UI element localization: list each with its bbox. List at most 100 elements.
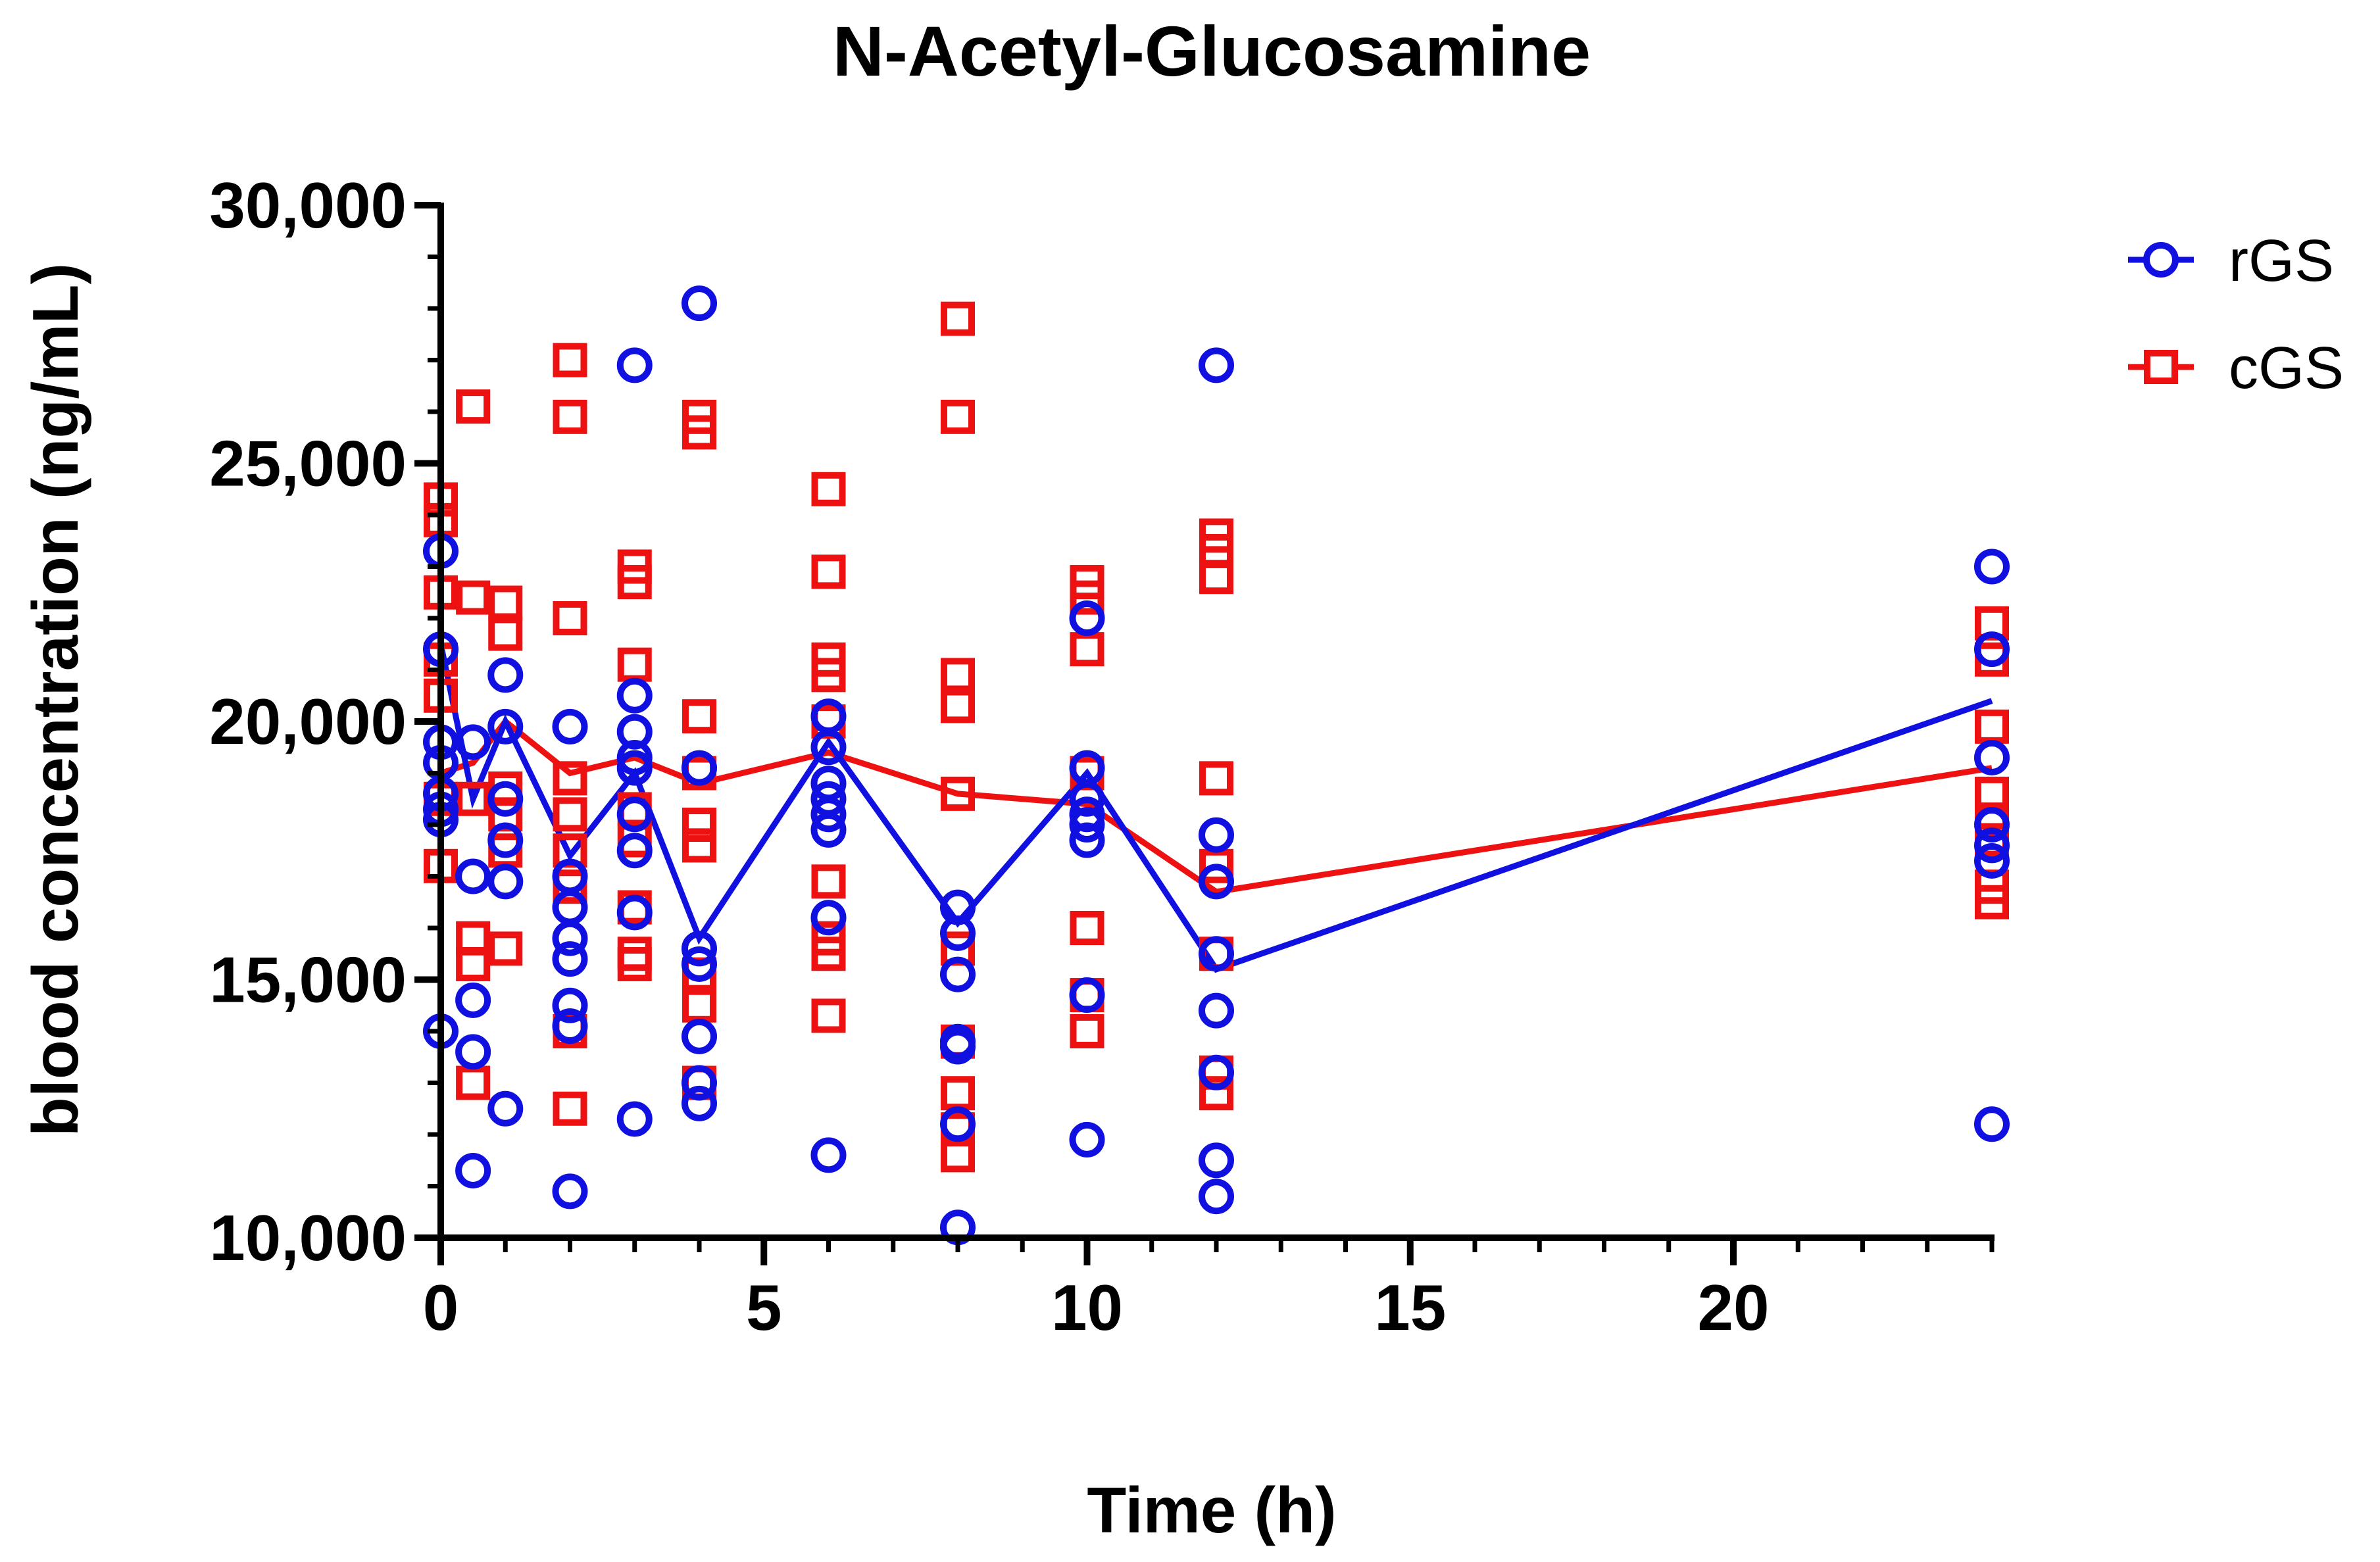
y-tick-label-3: 25,000 xyxy=(209,427,407,500)
rGS-point-8 xyxy=(455,724,491,760)
cGS-point-21 xyxy=(553,601,587,635)
rGS-point-25 xyxy=(552,1008,588,1044)
rGS-point-58 xyxy=(1069,600,1105,636)
cGS-point-68 xyxy=(1070,911,1104,945)
rGS-point-15 xyxy=(487,781,524,817)
cGS-point-74 xyxy=(1199,761,1233,796)
rGS-point-72 xyxy=(1199,1142,1234,1179)
rGS-point-79 xyxy=(1974,842,2010,879)
rGS-point-27 xyxy=(616,347,653,383)
rGS-point-10 xyxy=(455,982,491,1018)
mean-lines xyxy=(437,643,1993,973)
cGS-point-37 xyxy=(682,415,716,450)
cGS-point-18 xyxy=(488,931,523,966)
data-markers xyxy=(423,285,2010,1246)
rGS-point-12 xyxy=(455,1152,491,1188)
cGS-point-57 xyxy=(941,689,975,723)
cGS-point-34 xyxy=(617,937,652,971)
cGS-point-19 xyxy=(553,343,587,378)
rGS-point-22 xyxy=(552,920,588,956)
y-tick-label-0: 10,000 xyxy=(209,1202,407,1274)
legend-marker-rGS xyxy=(2143,242,2179,278)
rGS-point-18 xyxy=(487,1090,524,1127)
rGS-point-44 xyxy=(810,729,847,766)
x-tick-label-3: 15 xyxy=(1374,1271,1446,1344)
rGS-point-19 xyxy=(552,708,588,744)
cGS-point-48 xyxy=(811,658,846,693)
cGS-point-53 xyxy=(811,998,846,1033)
rGS-point-33 xyxy=(616,833,653,869)
cGS-point-56 xyxy=(941,658,975,693)
rGS-point-28 xyxy=(616,677,653,714)
cGS-point-22 xyxy=(553,761,587,796)
cGS-point-29 xyxy=(617,565,652,600)
cGS-point-66 xyxy=(1070,632,1104,667)
series-cGS-markers xyxy=(424,301,2009,1173)
rGS-point-23 xyxy=(552,941,588,977)
rGS-point-39 xyxy=(682,946,717,982)
rGS-point-75 xyxy=(1974,631,2010,668)
rGS-point-76 xyxy=(1974,739,2010,775)
cGS-point-86 xyxy=(1975,885,2009,919)
x-tick-label-4: 20 xyxy=(1697,1271,1769,1344)
cGS-point-14 xyxy=(488,616,523,651)
rGS-point-11 xyxy=(455,1034,491,1070)
y-tick-label-4: 30,000 xyxy=(209,169,407,241)
rGS-point-56 xyxy=(940,1106,976,1142)
cGS-point-78 xyxy=(1199,1076,1233,1111)
rGS-point-14 xyxy=(487,708,524,744)
cGS-point-54 xyxy=(941,301,975,336)
cGS-point-35 xyxy=(617,946,652,981)
cGS-point-81 xyxy=(1975,709,2009,744)
x-tick-label-2: 10 xyxy=(1051,1271,1123,1344)
rGS-point-17 xyxy=(487,864,524,900)
cGS-point-70 xyxy=(1070,1014,1104,1048)
cGS-point-73 xyxy=(1199,560,1233,595)
rGS-point-41 xyxy=(682,1065,717,1101)
legend-item-rGS: rGS xyxy=(2128,228,2334,294)
rGS-point-71 xyxy=(1199,1054,1234,1090)
cGS-point-8 xyxy=(456,580,491,615)
rGS-point-66 xyxy=(1199,347,1234,383)
cGS-point-13 xyxy=(488,585,523,620)
rGS-point-30 xyxy=(616,739,653,775)
rGS-point-26 xyxy=(552,1173,588,1209)
cGS-point-50 xyxy=(811,864,846,899)
cGS-point-46 xyxy=(811,554,846,589)
legend-label-cGS: cGS xyxy=(2229,335,2344,401)
rGS-point-35 xyxy=(616,1101,653,1137)
rGS-point-52 xyxy=(940,915,976,951)
rGS-point-34 xyxy=(616,894,653,931)
y-tick-label-2: 20,000 xyxy=(209,685,407,758)
rGS-point-47 xyxy=(810,796,847,833)
cGS-point-65 xyxy=(1070,580,1104,615)
rGS-point-49 xyxy=(810,900,847,936)
cGS-point-12 xyxy=(456,1065,491,1100)
cGS-point-38 xyxy=(682,699,716,734)
rGS-point-67 xyxy=(1199,817,1234,853)
rGS-point-9 xyxy=(455,858,491,894)
rGS-point-77 xyxy=(1974,807,2010,842)
x-tick-label-1: 5 xyxy=(746,1271,782,1344)
rGS-point-50 xyxy=(810,1137,847,1173)
cGS-point-45 xyxy=(811,472,846,506)
rGS-point-73 xyxy=(1199,1179,1234,1215)
cGS-point-61 xyxy=(941,1076,975,1111)
legend: rGS cGS xyxy=(2128,228,2344,401)
rGS-point-74 xyxy=(1974,549,2010,585)
x-axis-label: Time (h) xyxy=(1087,1474,1336,1546)
cGS-point-7 xyxy=(456,389,491,424)
y-axis-label: blood concentration (ng/mL) xyxy=(19,263,91,1136)
rGS-point-42 xyxy=(682,1085,717,1121)
rGS-point-16 xyxy=(487,822,524,858)
cGS-point-27 xyxy=(553,1091,587,1126)
legend-item-cGS: cGS xyxy=(2128,335,2344,401)
rGS-point-32 xyxy=(616,796,653,833)
rGS-point-69 xyxy=(1199,936,1234,972)
x-tick-label-0: 0 xyxy=(423,1271,459,1344)
series-rGS-mean-line xyxy=(437,643,1993,973)
rGS-point-78 xyxy=(1974,827,2010,864)
rGS-point-38 xyxy=(682,931,717,967)
